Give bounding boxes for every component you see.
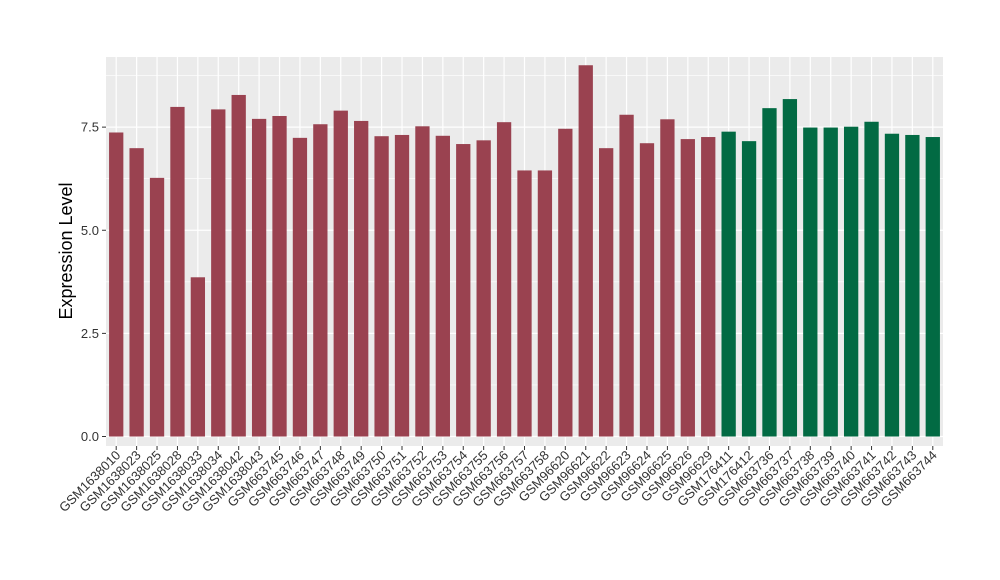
bar xyxy=(456,144,471,437)
bar xyxy=(639,143,655,437)
y-tick-label: 0.0 xyxy=(81,429,99,444)
bar xyxy=(782,99,798,437)
y-tick-label: 5.0 xyxy=(81,223,99,238)
bar xyxy=(333,110,348,437)
bar xyxy=(374,136,389,437)
y-axis-title: Expression Level xyxy=(56,182,76,319)
bar xyxy=(292,137,308,437)
bar xyxy=(680,139,695,437)
bar xyxy=(272,115,287,437)
bar xyxy=(884,133,900,437)
bar xyxy=(599,148,614,437)
bar xyxy=(394,134,410,437)
x-axis: GSM1638010GSM1638023GSM1638025GSM1638028… xyxy=(56,446,940,515)
y-axis: 0.0 2.5 5.0 7.5 xyxy=(81,120,106,444)
bar xyxy=(149,177,165,437)
bar xyxy=(496,122,512,437)
bar xyxy=(741,141,757,437)
bar xyxy=(517,170,532,437)
bar xyxy=(925,137,940,437)
bar xyxy=(721,131,736,437)
bar xyxy=(109,132,124,437)
bar xyxy=(823,127,838,437)
y-tick-label: 2.5 xyxy=(81,326,99,341)
bar xyxy=(231,94,246,437)
bar xyxy=(251,118,267,437)
bars-group xyxy=(109,65,940,437)
bar xyxy=(129,148,144,437)
y-tick-label: 7.5 xyxy=(81,120,99,135)
bar xyxy=(558,128,573,437)
bar xyxy=(190,277,206,437)
bar xyxy=(211,109,226,437)
bar xyxy=(701,137,716,437)
bar xyxy=(762,108,777,437)
bar xyxy=(170,106,185,437)
bar xyxy=(803,127,818,437)
bar xyxy=(537,170,553,437)
bar xyxy=(476,140,491,437)
bar xyxy=(619,114,634,437)
bar xyxy=(660,119,675,437)
bar xyxy=(313,124,328,437)
bar xyxy=(578,65,593,437)
bar xyxy=(843,126,859,437)
bar xyxy=(435,135,450,437)
bar xyxy=(354,120,369,437)
bar xyxy=(905,134,920,437)
bar xyxy=(864,121,879,437)
bar xyxy=(415,126,430,437)
